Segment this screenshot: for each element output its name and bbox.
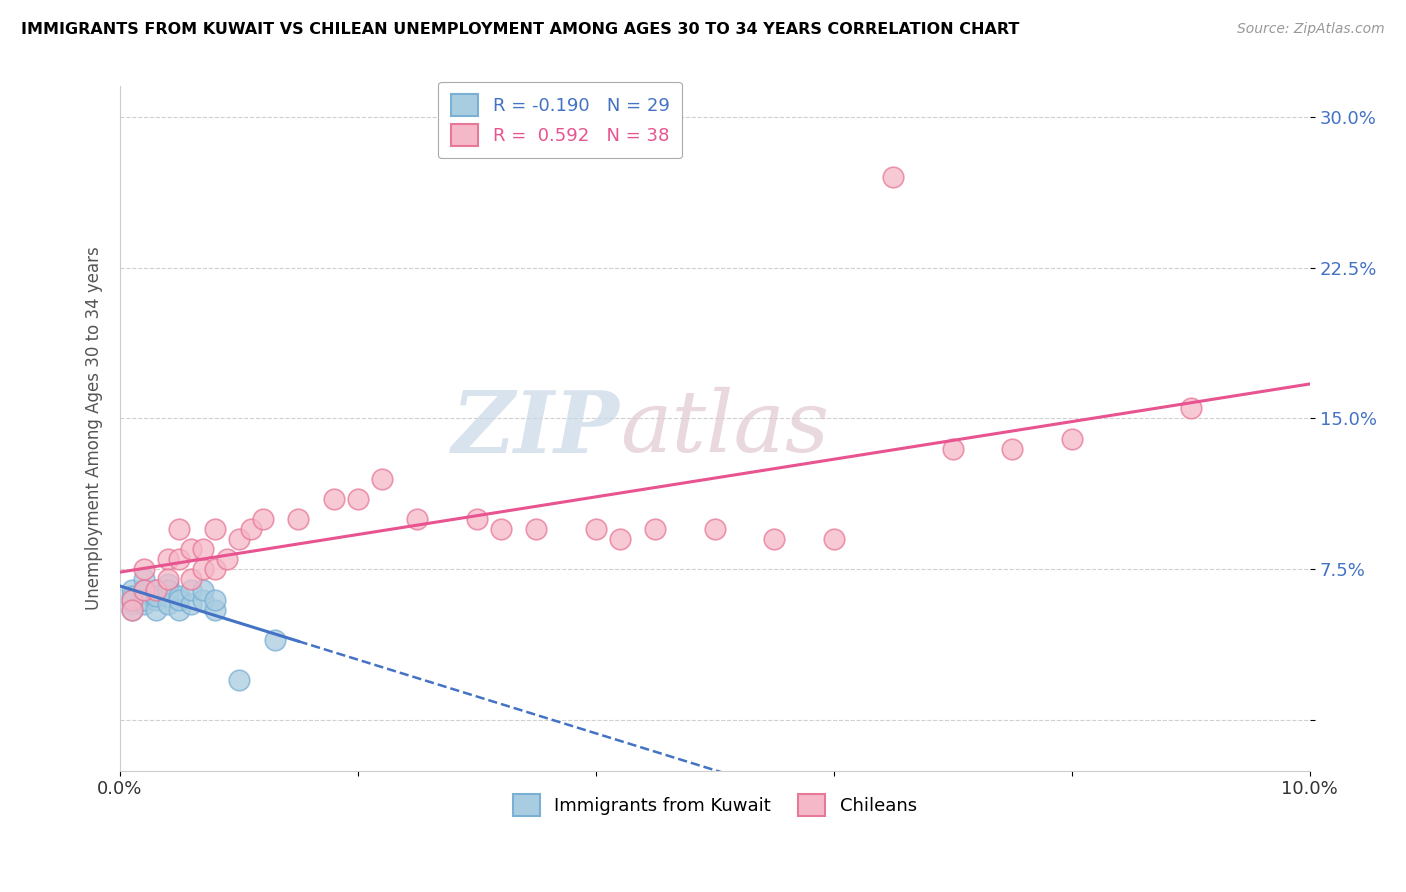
Point <box>132 592 155 607</box>
Point <box>132 586 155 600</box>
Point <box>180 573 202 587</box>
Text: ZIP: ZIP <box>451 387 620 470</box>
Point <box>169 522 191 536</box>
Point <box>489 522 512 536</box>
Point <box>145 602 167 616</box>
Point <box>121 602 143 616</box>
Point <box>942 442 965 456</box>
Point <box>145 592 167 607</box>
Point <box>644 522 666 536</box>
Point <box>1001 442 1024 456</box>
Point <box>169 552 191 566</box>
Point <box>145 582 167 597</box>
Point <box>228 673 250 687</box>
Point <box>121 597 143 611</box>
Legend: Immigrants from Kuwait, Chileans: Immigrants from Kuwait, Chileans <box>506 787 924 823</box>
Point <box>526 522 548 536</box>
Text: atlas: atlas <box>620 387 830 470</box>
Point <box>121 582 143 597</box>
Point <box>465 512 488 526</box>
Point <box>215 552 238 566</box>
Point <box>156 573 179 587</box>
Point <box>1060 432 1083 446</box>
Point <box>204 602 226 616</box>
Point <box>204 522 226 536</box>
Point <box>252 512 274 526</box>
Point <box>132 573 155 587</box>
Point <box>156 576 179 591</box>
Point <box>121 602 143 616</box>
Point <box>263 632 285 647</box>
Point <box>193 592 215 607</box>
Text: Source: ZipAtlas.com: Source: ZipAtlas.com <box>1237 22 1385 37</box>
Point <box>132 582 155 597</box>
Point <box>132 597 155 611</box>
Point <box>406 512 429 526</box>
Point <box>763 533 786 547</box>
Point <box>169 602 191 616</box>
Point <box>180 542 202 557</box>
Point <box>1180 401 1202 416</box>
Point <box>121 592 143 607</box>
Point <box>882 169 904 184</box>
Point <box>145 589 167 603</box>
Point <box>193 582 215 597</box>
Point <box>239 522 262 536</box>
Point <box>132 562 155 576</box>
Point <box>204 592 226 607</box>
Point <box>180 582 202 597</box>
Point <box>156 552 179 566</box>
Point <box>145 582 167 597</box>
Point <box>132 582 155 597</box>
Point <box>180 597 202 611</box>
Point <box>347 491 370 506</box>
Point <box>169 592 191 607</box>
Point <box>585 522 607 536</box>
Text: IMMIGRANTS FROM KUWAIT VS CHILEAN UNEMPLOYMENT AMONG AGES 30 TO 34 YEARS CORRELA: IMMIGRANTS FROM KUWAIT VS CHILEAN UNEMPL… <box>21 22 1019 37</box>
Point <box>228 533 250 547</box>
Point <box>156 589 179 603</box>
Point <box>703 522 725 536</box>
Point <box>193 562 215 576</box>
Point <box>371 472 394 486</box>
Point <box>121 592 143 607</box>
Point <box>121 589 143 603</box>
Point <box>156 582 179 597</box>
Point <box>204 562 226 576</box>
Point <box>823 533 845 547</box>
Y-axis label: Unemployment Among Ages 30 to 34 years: Unemployment Among Ages 30 to 34 years <box>86 247 103 610</box>
Point <box>609 533 631 547</box>
Point <box>169 589 191 603</box>
Point <box>323 491 346 506</box>
Point <box>193 542 215 557</box>
Point <box>156 597 179 611</box>
Point <box>287 512 309 526</box>
